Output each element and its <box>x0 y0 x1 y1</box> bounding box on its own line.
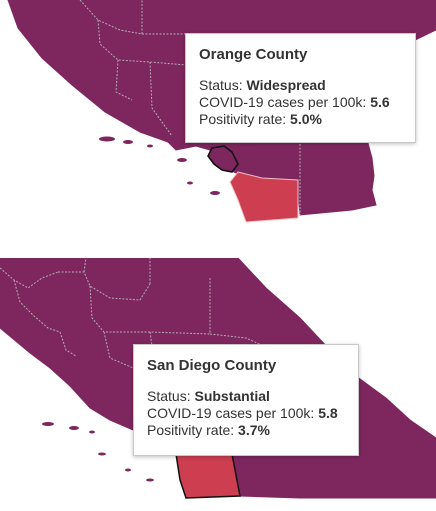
tooltip-status: Status: Widespread <box>199 77 326 93</box>
county-san-diego-selected[interactable] <box>175 453 241 499</box>
county-lines <box>0 258 269 387</box>
tooltip-cases: COVID-19 cases per 100k: 5.8 <box>147 405 338 421</box>
channel-islands <box>99 136 220 195</box>
tooltip-title: Orange County <box>199 46 308 63</box>
tooltip-cases: COVID-19 cases per 100k: 5.6 <box>199 94 390 110</box>
tooltip-orange: Orange County Status: Widespread COVID-1… <box>185 33 416 143</box>
tooltip-status: Status: Substantial <box>147 388 270 404</box>
county-orange-selected[interactable] <box>207 145 239 173</box>
channel-islands <box>42 422 154 482</box>
tooltip-positivity: Positivity rate: 3.7% <box>147 422 270 438</box>
county-lines <box>79 0 301 215</box>
county-san-diego[interactable] <box>229 171 299 223</box>
tooltip-san-diego: San Diego County Status: Substantial COV… <box>133 344 359 456</box>
map-panel-orange: Orange County Status: Widespread COVID-1… <box>0 0 436 230</box>
tooltip-positivity: Positivity rate: 5.0% <box>199 111 322 127</box>
tooltip-title: San Diego County <box>147 357 277 374</box>
map-panel-san-diego: San Diego County Status: Substantial COV… <box>0 258 436 511</box>
